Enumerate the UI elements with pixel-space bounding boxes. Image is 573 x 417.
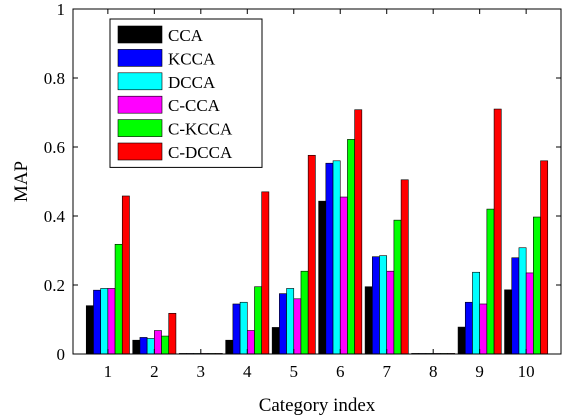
legend-swatch-cca <box>117 25 163 44</box>
bar-dcca-cat-2 <box>146 338 155 355</box>
legend-swatch-c-dcca <box>117 142 163 161</box>
y-tick-label: 0 <box>57 345 66 364</box>
y-axis-title: MAP <box>11 161 32 202</box>
legend-label-kcca: KCCA <box>168 49 216 68</box>
bar-c-kcca-cat-6 <box>347 139 355 355</box>
y-tick-label: 0.4 <box>44 207 66 226</box>
bar-cca-cat-10 <box>504 289 513 355</box>
x-tick-label: 10 <box>518 362 535 381</box>
bar-c-dcca-cat-10 <box>540 160 549 355</box>
bar-c-kcca-cat-2 <box>161 335 170 355</box>
y-tick-label: 0.8 <box>44 69 65 88</box>
bar-c-kcca-cat-4 <box>254 286 262 355</box>
legend-box <box>109 18 263 168</box>
bar-c-kcca-cat-1 <box>114 243 123 355</box>
bar-kcca-cat-5 <box>279 293 287 355</box>
x-tick-label: 3 <box>197 362 206 381</box>
bar-c-cca-cat-2 <box>154 330 162 355</box>
bar-cca-cat-6 <box>318 200 327 355</box>
bar-c-cca-cat-6 <box>339 196 348 355</box>
legend: CCA KCCA DCCA C-CCA C-KCCA C-DCCA <box>109 18 263 168</box>
y-tick-label: 0.2 <box>44 276 65 295</box>
bar-dcca-cat-6 <box>332 160 341 355</box>
ticks-layer: 0 0.2 0.4 0.6 0.8 1 1 2 3 4 5 6 7 8 9 10 <box>44 0 561 381</box>
bar-dcca-cat-9 <box>472 271 480 355</box>
bar-cca-cat-1 <box>85 305 94 355</box>
bar-c-dcca-cat-4 <box>261 191 270 355</box>
bar-kcca-cat-9 <box>464 301 473 355</box>
bar-c-dcca-cat-1 <box>121 195 130 355</box>
bars-layer <box>85 108 549 355</box>
bar-c-cca-cat-7 <box>386 270 395 355</box>
bar-c-dcca-cat-7 <box>400 179 409 355</box>
legend-swatch-c-kcca <box>117 119 163 137</box>
bar-c-kcca-cat-5 <box>300 270 309 355</box>
bar-dcca-cat-4 <box>239 301 248 355</box>
bar-c-cca-cat-1 <box>107 288 116 355</box>
bar-cca-cat-7 <box>364 286 373 355</box>
bar-c-cca-cat-10 <box>525 272 534 355</box>
axes-layer <box>72 8 562 355</box>
x-tick-label: 6 <box>336 362 345 381</box>
bar-c-dcca-cat-5 <box>307 154 316 355</box>
legend-label-c-dcca: C-DCCA <box>168 143 233 162</box>
x-tick-label: 1 <box>104 362 113 381</box>
bar-kcca-cat-2 <box>139 337 148 355</box>
x-tick-label: 5 <box>290 362 299 381</box>
x-tick-label: 9 <box>475 362 484 381</box>
bar-dcca-cat-10 <box>518 247 527 355</box>
legend-swatch-dcca <box>117 72 163 91</box>
plot-frame <box>72 8 562 355</box>
legend-swatch-c-cca <box>117 95 163 114</box>
bar-cca-cat-4 <box>225 339 234 355</box>
legend-label-cca: CCA <box>168 26 204 45</box>
bar-kcca-cat-10 <box>511 257 520 355</box>
bar-dcca-cat-7 <box>379 255 388 355</box>
legend-label-c-cca: C-CCA <box>168 96 221 115</box>
bar-cca-cat-5 <box>271 327 280 355</box>
bar-kcca-cat-7 <box>372 256 380 355</box>
bar-c-dcca-cat-2 <box>168 312 177 355</box>
bar-kcca-cat-1 <box>93 289 101 355</box>
bar-kcca-cat-6 <box>325 162 334 355</box>
x-tick-label: 8 <box>429 362 438 381</box>
legend-label-dcca: DCCA <box>168 73 216 92</box>
x-tick-label: 4 <box>243 362 252 381</box>
bar-c-dcca-cat-6 <box>354 109 363 355</box>
y-tick-label: 0.6 <box>44 138 65 157</box>
bar-c-kcca-cat-7 <box>393 219 402 355</box>
x-tick-label: 7 <box>382 362 391 381</box>
y-tick-label: 1 <box>57 0 66 19</box>
bar-c-cca-cat-5 <box>293 298 302 355</box>
x-axis-title: Category index <box>259 395 376 416</box>
x-tick-label: 2 <box>150 362 159 381</box>
bar-c-cca-cat-9 <box>479 303 488 355</box>
bar-cca-cat-9 <box>457 326 466 355</box>
bar-dcca-cat-1 <box>100 288 109 355</box>
bar-c-dcca-cat-9 <box>493 108 502 355</box>
bar-c-kcca-cat-9 <box>486 208 495 355</box>
bar-c-kcca-cat-10 <box>533 216 541 355</box>
bar-c-cca-cat-4 <box>246 330 255 355</box>
bar-cca-cat-2 <box>132 339 141 355</box>
legend-label-c-kcca: C-KCCA <box>168 120 233 139</box>
bar-kcca-cat-4 <box>232 303 241 355</box>
bar-dcca-cat-5 <box>286 288 295 355</box>
legend-swatch-kcca <box>117 49 163 67</box>
